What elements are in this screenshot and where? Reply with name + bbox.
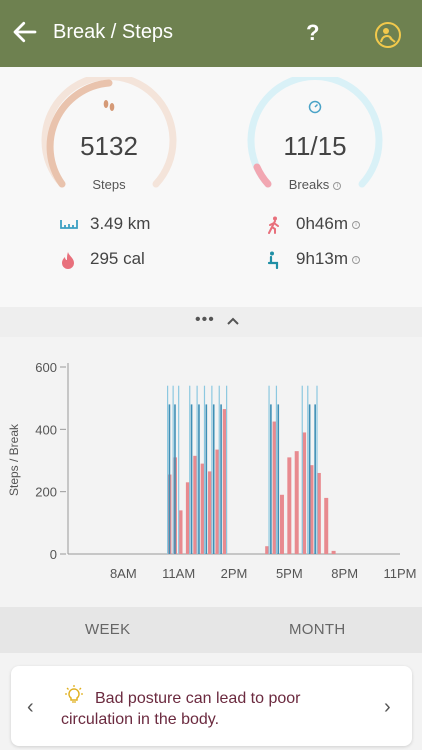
app-bar: Break / Steps ? <box>0 0 422 67</box>
breaks-target-bar <box>172 385 174 554</box>
footprints-icon <box>103 100 115 111</box>
tip-text: Bad posture can lead to poor circulation… <box>61 688 371 730</box>
calories-value: 295 cal <box>90 249 145 268</box>
sitting-icon <box>267 251 279 269</box>
y-axis-label: Steps / Break <box>7 423 21 496</box>
steps-bar <box>178 510 183 554</box>
breaks-value: 11/15 <box>283 131 347 161</box>
user-profile-icon[interactable] <box>374 21 402 49</box>
steps-bar <box>272 421 277 554</box>
tab-month[interactable]: MONTH <box>289 621 346 638</box>
sitting-time-value: 9h13m i <box>296 249 360 269</box>
more-dots: ••• <box>195 311 215 328</box>
breaks-bar <box>308 404 311 554</box>
chart-canvas: 0 200 400 600 Steps / Break 8AM 11AM 2PM 5PM 8PM 1… <box>7 360 417 581</box>
steps-bar <box>208 471 213 554</box>
page-title: Break / Steps <box>53 21 174 43</box>
distance-value: 3.49 km <box>90 214 151 233</box>
y-tick-label: 400 <box>35 422 57 437</box>
steps-bar <box>324 497 329 554</box>
breaks-target-bar <box>316 385 318 554</box>
y-tick-label: 200 <box>35 485 57 500</box>
breaks-gauge-ring <box>247 73 383 188</box>
collapse-toggle[interactable]: ••• <box>0 307 422 337</box>
lightbulb-icon <box>65 685 83 703</box>
steps-bar <box>279 494 284 554</box>
breaks-bar <box>277 404 280 554</box>
steps-bar <box>331 550 336 554</box>
steps-value: 5132 <box>80 131 138 161</box>
breaks-target-bar <box>178 385 180 554</box>
steps-bar <box>200 463 205 554</box>
breaks-bar <box>212 404 215 554</box>
steps-bar <box>287 457 292 554</box>
steps-bar <box>309 465 314 554</box>
steps-bar <box>215 449 220 554</box>
info-icon[interactable]: i <box>351 255 360 264</box>
x-tick-label: 11PM <box>384 566 417 581</box>
steps-bar <box>193 455 198 554</box>
y-tick-label: 0 <box>50 547 57 562</box>
breaks-target-bar <box>218 385 220 554</box>
breaks-label-text: Breaks <box>288 177 330 192</box>
steps-bar <box>302 432 307 554</box>
chevron-right-icon[interactable]: › <box>384 696 391 718</box>
breaks-bar <box>174 404 176 554</box>
breaks-target-bar <box>226 385 228 554</box>
breaks-bar <box>220 404 222 554</box>
steps-bar <box>185 482 190 554</box>
stats-panel: 5132 Steps 11/15 Breaks i 3.49 km 295 cal… <box>0 67 422 307</box>
walking-icon <box>268 216 279 234</box>
x-tick-label: 8PM <box>331 566 358 581</box>
chevron-up-icon[interactable] <box>226 314 240 328</box>
breaks-target-bar <box>275 385 278 554</box>
chevron-left-icon[interactable]: ‹ <box>27 696 34 718</box>
y-tick-label: 600 <box>35 360 57 375</box>
help-button[interactable]: ? <box>306 20 320 45</box>
back-arrow-icon[interactable] <box>10 17 40 47</box>
sitting-time-text: 9h13m <box>296 249 348 268</box>
breaks-bar <box>205 404 208 554</box>
breaks-target-bar <box>167 385 169 554</box>
breaks-target-bar <box>189 385 191 554</box>
ruler-icon <box>60 220 78 229</box>
breaks-target-bar <box>301 385 303 554</box>
steps-gauge: 5132 Steps <box>40 73 178 197</box>
steps-bar <box>294 451 299 554</box>
breaks-bar <box>270 404 272 554</box>
x-tick-label: 8AM <box>110 566 137 581</box>
period-tabs: WEEK MONTH <box>0 607 422 653</box>
breaks-target-bar <box>268 385 270 554</box>
breaks-target-bar <box>203 385 206 554</box>
steps-bar <box>222 409 227 554</box>
breaks-bar <box>168 404 171 554</box>
steps-gauge-ring <box>41 73 177 188</box>
breaks-bar <box>190 404 193 554</box>
tip-text-content: Bad posture can lead to poor circulation… <box>61 690 301 728</box>
info-icon[interactable]: i <box>351 220 360 229</box>
steps-label: Steps <box>92 177 126 192</box>
steps-breaks-chart: 0 200 400 600 Steps / Break 8AM 11AM 2PM 5PM 8PM 1… <box>0 337 422 607</box>
steps-bar <box>316 472 321 554</box>
tip-card: ‹ Bad posture can lead to poor circulati… <box>11 666 412 746</box>
steps-bar <box>265 546 270 554</box>
flame-icon <box>62 252 74 269</box>
breaks-target-bar <box>211 385 213 554</box>
active-time-value: 0h46m i <box>296 214 360 234</box>
breaks-bar <box>198 404 200 554</box>
breaks-label: Breaks i <box>246 177 384 192</box>
x-tick-label: 2PM <box>221 566 248 581</box>
x-tick-label: 11AM <box>162 566 195 581</box>
breaks-gauge: 11/15 Breaks i <box>246 73 384 197</box>
active-time-text: 0h46m <box>296 214 348 233</box>
info-icon[interactable]: i <box>333 181 342 190</box>
timer-icon <box>308 100 322 114</box>
breaks-target-bar <box>307 385 309 554</box>
tab-week[interactable]: WEEK <box>85 621 131 638</box>
breaks-bar <box>314 404 316 554</box>
breaks-target-bar <box>196 385 198 554</box>
x-tick-label: 5PM <box>276 566 303 581</box>
